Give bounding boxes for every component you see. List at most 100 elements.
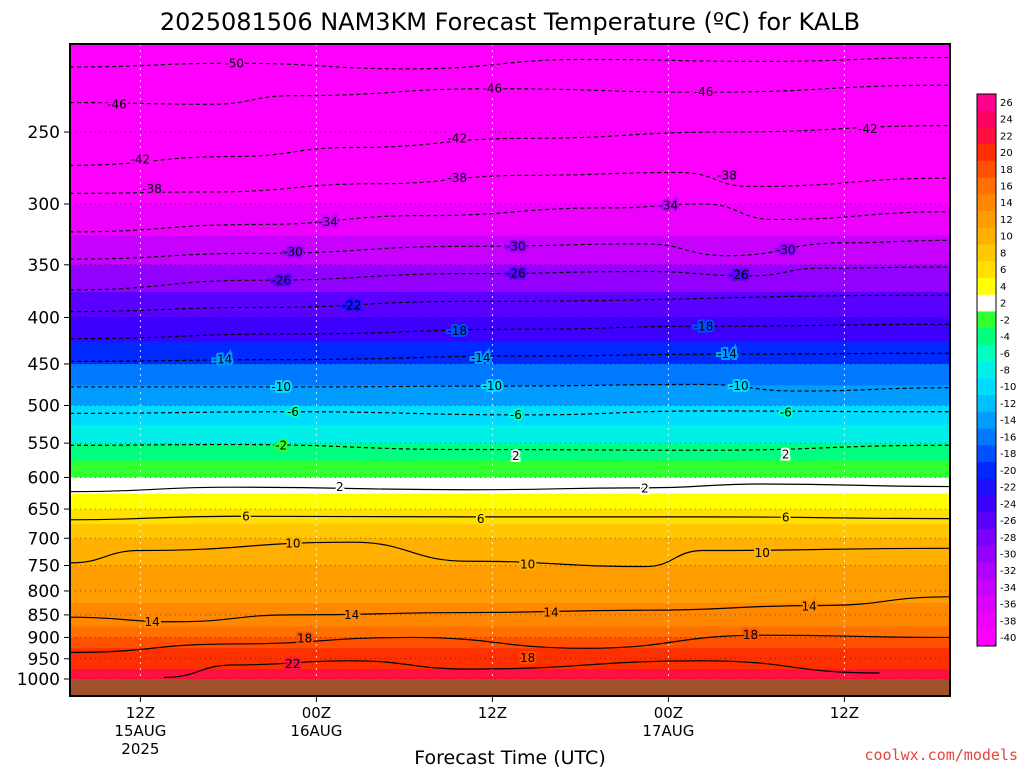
contour-label: 2	[641, 481, 649, 495]
temperature-band	[70, 614, 950, 627]
temperature-band	[70, 590, 950, 604]
colorbar-swatch	[977, 194, 996, 212]
colorbar-swatch	[977, 428, 996, 446]
colorbar-label: -8	[1000, 366, 1010, 377]
y-tick-label: 350	[28, 256, 60, 276]
contour-label: 6	[242, 509, 250, 523]
contour-label: 18	[743, 628, 758, 642]
colorbar-label: -4	[1000, 332, 1010, 343]
contour-label: -46	[483, 82, 503, 96]
colorbar-label: 8	[1000, 248, 1006, 259]
contour-line	[70, 84, 950, 105]
plot-area: -50 -46 -46 -46 -42 -42 -42 -38 -38 -38 -34 -34 -30 -…	[70, 44, 950, 696]
colorbar-swatch	[977, 512, 996, 530]
colorbar-swatch	[977, 495, 996, 513]
colorbar-swatch	[977, 94, 996, 112]
colorbar-swatch	[977, 278, 996, 296]
colorbar-frame	[976, 93, 997, 647]
temperature-band	[70, 443, 950, 462]
colorbar-swatch	[977, 478, 996, 496]
colorbar-swatch	[977, 462, 996, 480]
contour-label: -18	[447, 324, 467, 338]
temperature-band	[70, 493, 950, 510]
contour-label: -6	[780, 406, 792, 420]
colorbar-label: -32	[1000, 566, 1016, 577]
contour-line	[70, 203, 950, 233]
colorbar-label: -36	[1000, 600, 1016, 611]
temperature-band	[70, 341, 950, 365]
contour-label: 10	[285, 536, 300, 550]
contour-label: -10	[483, 379, 503, 393]
temperature-band	[70, 538, 950, 553]
contour-line	[70, 483, 950, 493]
contour-line	[70, 410, 950, 416]
colorbar-label: 10	[1000, 232, 1013, 243]
contour-label: 10	[520, 557, 535, 571]
contour-label: -26	[271, 273, 291, 287]
x-tick-label: 12Z	[830, 704, 859, 722]
contour-line	[70, 596, 950, 623]
colorbar-label: 6	[1000, 265, 1006, 276]
colorbar-swatch	[977, 328, 996, 346]
contour-line	[70, 352, 950, 362]
y-tick-label: 950	[28, 650, 60, 670]
colorbar-label: 24	[1000, 115, 1013, 126]
x-tick-label: 17AUG	[642, 722, 694, 740]
contour-line	[70, 443, 950, 451]
colorbar-swatch	[977, 160, 996, 179]
contour-label: 22	[285, 657, 300, 671]
contour-line	[70, 56, 950, 70]
temperature-band	[70, 169, 950, 205]
temperature-band	[70, 132, 950, 171]
colorbar-label: 18	[1000, 165, 1013, 176]
contour-label: -18	[694, 319, 714, 333]
y-tick-label: 1000	[17, 670, 60, 690]
contour-label: 2	[512, 449, 520, 463]
contour-label: 2	[336, 480, 344, 494]
y-tick-label: 250	[28, 123, 60, 143]
colorbar-swatch	[977, 177, 996, 195]
colorbar-label: -2	[1000, 315, 1010, 326]
temperature-band	[70, 363, 950, 386]
temperature-band	[70, 658, 950, 670]
contour-label: -26	[506, 267, 526, 281]
y-axis-ticks: 2503003504004505005506006507007508008509…	[17, 123, 70, 690]
contour-label: 6	[782, 510, 790, 524]
y-tick-label: 500	[28, 397, 60, 417]
contour-label: -38	[142, 182, 162, 196]
y-tick-label: 600	[28, 468, 60, 488]
colorbar-label: -26	[1000, 516, 1016, 527]
colorbar-label: 20	[1000, 148, 1013, 159]
contour-label: 2	[782, 447, 790, 461]
colorbar-label: -30	[1000, 550, 1016, 561]
contour-line	[70, 323, 950, 340]
chart-title: 2025081506 NAM3KM Forecast Temperature (…	[160, 8, 860, 36]
colorbar-label: -34	[1000, 583, 1016, 594]
temperature-band	[70, 477, 950, 495]
y-tick-label: 750	[28, 556, 60, 576]
y-tick-label: 900	[28, 628, 60, 648]
colorbar-swatch	[977, 244, 996, 262]
colorbar-swatch	[977, 612, 996, 630]
temperature-band	[70, 292, 950, 319]
colorbar-swatch	[977, 261, 996, 279]
contour-label: 14	[144, 615, 159, 629]
x-tick-label: 16AUG	[290, 722, 342, 740]
temperature-band	[70, 523, 950, 539]
colorbar-label: 4	[1000, 282, 1006, 293]
colorbar-swatch	[977, 395, 996, 413]
colorbar-label: -16	[1000, 432, 1016, 443]
colorbar-swatch	[977, 411, 996, 429]
colorbar-swatch	[977, 311, 996, 329]
colorbar-swatch	[977, 294, 996, 312]
colorbar-label: -22	[1000, 483, 1016, 494]
x-tick-label: 2025	[121, 740, 159, 758]
y-tick-label: 850	[28, 606, 60, 626]
contour-label: 10	[755, 546, 770, 560]
x-axis-label: Forecast Time (UTC)	[414, 747, 605, 768]
colorbar-swatch	[977, 144, 996, 162]
contour-label: -14	[717, 347, 737, 361]
temperature-band	[70, 385, 950, 407]
